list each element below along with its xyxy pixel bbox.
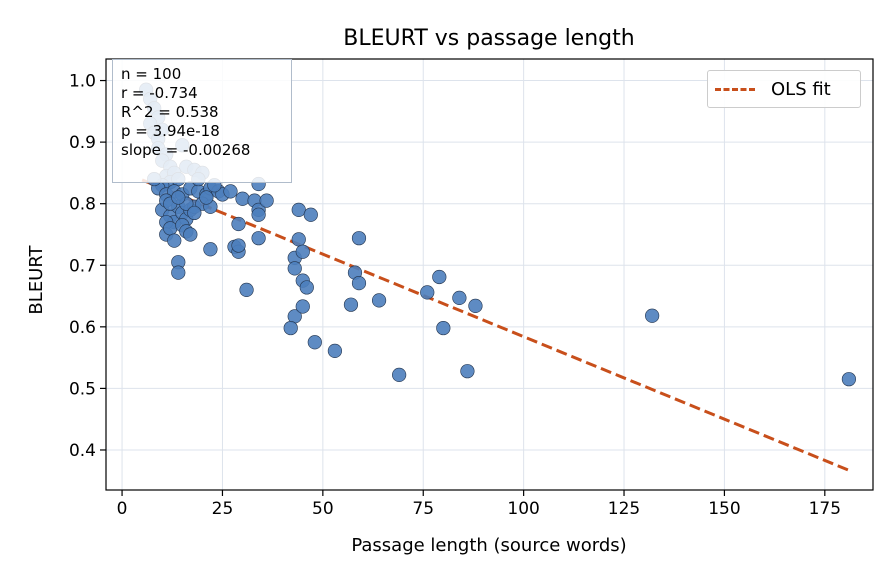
data-point xyxy=(327,343,342,358)
data-point xyxy=(432,269,447,285)
legend: OLS fit xyxy=(707,70,861,108)
data-point xyxy=(291,232,306,247)
x-tick-label: 175 xyxy=(809,499,841,519)
x-tick-label: 125 xyxy=(608,499,640,519)
stat-p: p = 3.94e-18 xyxy=(121,122,220,140)
data-point xyxy=(436,320,451,336)
x-axis-ticks: 0 25 50 75 100 125 150 175 xyxy=(117,490,841,519)
legend-dashed-line-swatch xyxy=(715,87,755,91)
y-tick-label: 0.5 xyxy=(69,379,96,399)
stat-r: r = -0.734 xyxy=(121,84,198,102)
y-axis-label: BLEURT xyxy=(26,244,47,314)
x-tick-label: 50 xyxy=(312,499,334,519)
y-tick-label: 0.8 xyxy=(69,195,96,215)
ols-fit-line xyxy=(141,178,850,472)
data-point xyxy=(223,184,238,199)
data-point xyxy=(303,207,318,222)
data-point xyxy=(239,282,254,297)
legend-label-ols-fit: OLS fit xyxy=(771,78,831,100)
data-point xyxy=(187,205,202,221)
data-point xyxy=(287,261,302,276)
data-point xyxy=(183,227,198,242)
data-point xyxy=(167,233,182,248)
data-point xyxy=(351,276,367,291)
data-point xyxy=(171,190,186,205)
y-tick-label: 0.6 xyxy=(69,318,96,338)
x-tick-label: 100 xyxy=(507,499,539,519)
y-tick-label: 0.7 xyxy=(69,256,96,276)
data-point xyxy=(283,320,298,336)
x-tick-label: 150 xyxy=(708,499,740,519)
data-point xyxy=(203,242,218,257)
ols-fit-layer xyxy=(141,178,850,472)
stat-slope: slope = -0.00268 xyxy=(121,141,251,159)
data-point xyxy=(259,193,274,208)
plot-frame xyxy=(105,58,874,491)
x-tick-label: 25 xyxy=(212,499,234,519)
data-point xyxy=(199,190,214,205)
y-axis-ticks: 0.4 0.5 0.6 0.7 0.8 0.9 1.0 xyxy=(69,72,106,461)
grid-lines xyxy=(106,59,873,490)
chart-title: BLEURT vs passage length xyxy=(343,26,634,51)
stat-n: n = 100 xyxy=(121,65,182,83)
data-point xyxy=(231,238,246,253)
data-point xyxy=(460,364,475,379)
stat-r-squared: R^2 = 0.538 xyxy=(121,103,219,121)
data-point xyxy=(468,298,483,314)
x-axis-label: Passage length (source words) xyxy=(351,535,626,556)
data-point xyxy=(841,372,857,387)
x-tick-label: 75 xyxy=(412,499,434,519)
data-point xyxy=(295,299,310,314)
data-point xyxy=(231,216,246,232)
y-tick-label: 1.0 xyxy=(69,72,96,92)
stats-annotation: n = 100 r = -0.734 R^2 = 0.538 p = 3.94e… xyxy=(112,59,292,183)
data-point xyxy=(171,265,186,280)
data-point xyxy=(307,335,322,350)
data-point xyxy=(299,280,314,295)
data-point xyxy=(163,221,178,236)
data-point xyxy=(351,231,367,246)
data-point xyxy=(295,244,310,259)
y-tick-label: 0.4 xyxy=(69,441,96,461)
data-point xyxy=(343,297,359,312)
data-point xyxy=(645,308,660,323)
data-point xyxy=(452,290,467,305)
data-point xyxy=(235,191,250,206)
x-tick-label: 0 xyxy=(117,499,128,519)
data-point xyxy=(420,285,435,300)
data-point xyxy=(392,367,407,382)
y-tick-label: 0.9 xyxy=(69,133,96,153)
data-point xyxy=(251,207,266,222)
data-point xyxy=(291,202,306,217)
data-point xyxy=(251,231,266,246)
data-point xyxy=(371,293,387,308)
